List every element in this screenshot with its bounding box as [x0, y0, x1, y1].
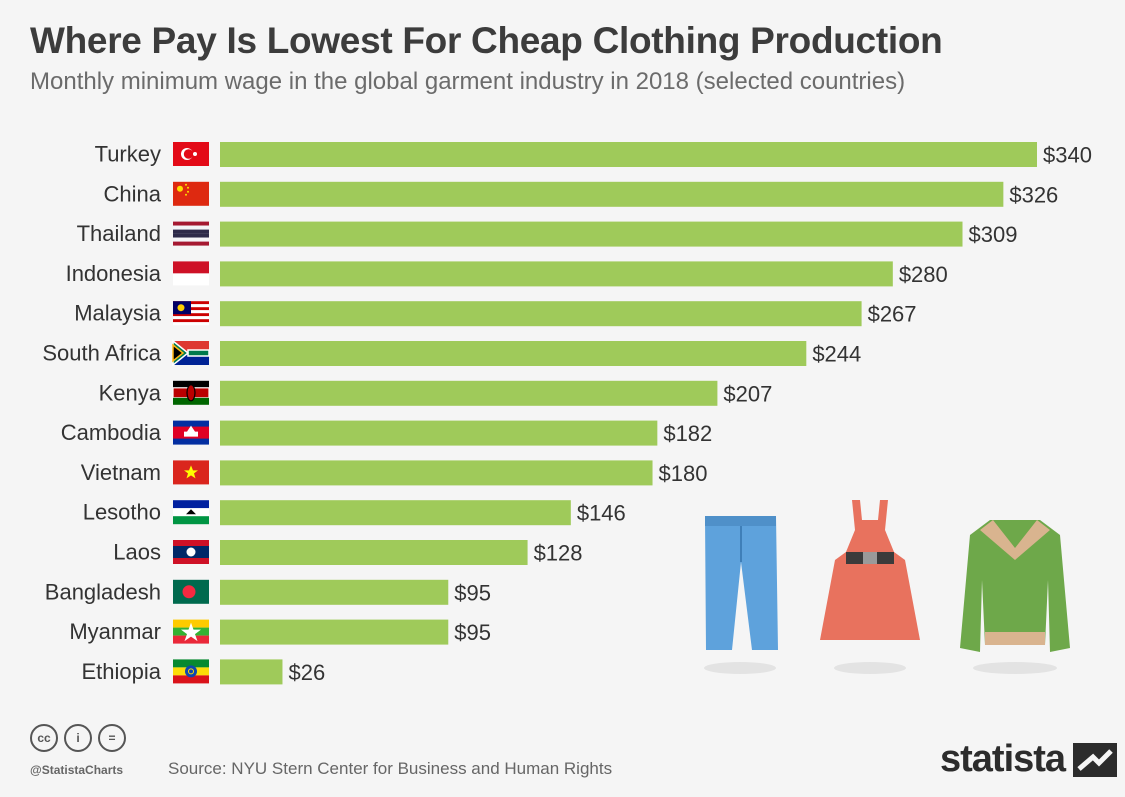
- bar: [220, 420, 658, 446]
- value-label: $280: [899, 262, 948, 287]
- kenya-flag: [172, 380, 210, 405]
- value-label: $95: [454, 580, 491, 605]
- category-label: Ethiopia: [81, 659, 161, 684]
- jeans-icon: [704, 516, 778, 674]
- bar: [220, 619, 449, 645]
- category-label: Myanmar: [69, 619, 161, 644]
- value-label: $267: [868, 302, 917, 327]
- bar: [220, 579, 449, 605]
- value-label: $244: [812, 342, 861, 367]
- bar: [220, 460, 653, 486]
- statista-handle: @StatistaCharts: [30, 763, 124, 777]
- china-flag: [173, 181, 209, 206]
- attribution-icon: i: [64, 724, 92, 752]
- category-label: Laos: [113, 540, 161, 565]
- category-label: Vietnam: [81, 460, 161, 485]
- category-label: Indonesia: [66, 261, 162, 286]
- chart-subtitle: Monthly minimum wage in the global garme…: [30, 68, 906, 95]
- value-label: $309: [969, 222, 1018, 247]
- bar: [220, 500, 571, 526]
- dress-icon: [820, 500, 920, 674]
- category-label: Malaysia: [74, 301, 162, 326]
- category-label: China: [104, 181, 162, 206]
- value-label: $340: [1043, 143, 1092, 168]
- value-label: $326: [1009, 182, 1058, 207]
- cambodia-flag: [173, 420, 209, 445]
- category-label: Bangladesh: [45, 579, 161, 604]
- bar: [220, 221, 963, 247]
- bar: [220, 261, 893, 287]
- turkey-flag: [173, 142, 209, 166]
- category-label: Lesotho: [83, 500, 161, 525]
- bar: [220, 540, 528, 565]
- thailand-flag: [173, 221, 209, 246]
- category-label: Kenya: [99, 380, 162, 405]
- jacket-icon: [960, 520, 1070, 674]
- cc-icon: cc: [30, 724, 58, 752]
- value-label: $128: [534, 541, 583, 566]
- category-label: Thailand: [77, 221, 161, 246]
- ethiopia-flag: [173, 659, 209, 684]
- brand-name: statista: [940, 738, 1066, 780]
- chart-title: Where Pay Is Lowest For Cheap Clothing P…: [30, 20, 943, 61]
- value-label: $182: [663, 421, 712, 446]
- bar: [220, 142, 1037, 167]
- south-africa-flag: [172, 339, 210, 367]
- category-label: Cambodia: [61, 420, 162, 445]
- value-label: $180: [659, 461, 708, 486]
- lesotho-flag: [173, 500, 209, 525]
- statista-logo: statista: [940, 738, 1118, 781]
- no-derivatives-icon: =: [98, 724, 126, 752]
- source-note: Source: NYU Stern Center for Business an…: [168, 759, 613, 778]
- bangladesh-flag: [173, 579, 209, 604]
- license-icons: cc i =: [30, 724, 126, 752]
- value-label: $95: [454, 620, 491, 645]
- malaysia-flag: [173, 301, 209, 326]
- value-label: $146: [577, 501, 626, 526]
- bar: [220, 301, 862, 327]
- laos-flag: [173, 540, 209, 564]
- value-label: $26: [288, 660, 325, 685]
- vietnam-flag: [173, 460, 209, 485]
- category-label: Turkey: [95, 142, 161, 167]
- myanmar-flag: [173, 619, 209, 644]
- indonesia-flag: [173, 261, 209, 286]
- bar: [220, 659, 283, 685]
- statista-logo-icon: [1073, 742, 1118, 777]
- bar: [220, 181, 1004, 207]
- value-label: $207: [723, 381, 772, 406]
- category-label: South Africa: [42, 341, 161, 366]
- bar: [220, 341, 807, 366]
- bar: [220, 380, 718, 406]
